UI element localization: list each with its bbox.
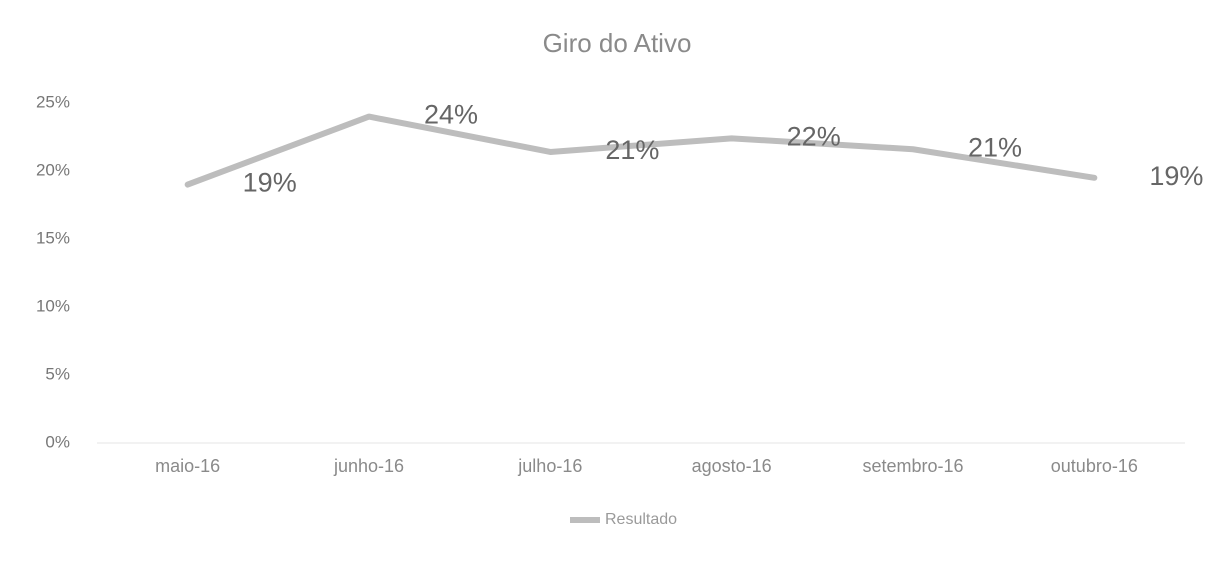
y-tick-label: 10% bbox=[36, 296, 70, 315]
data-label: 22% bbox=[787, 121, 841, 151]
y-tick-label: 25% bbox=[36, 92, 70, 111]
data-label: 21% bbox=[605, 135, 659, 165]
x-tick-label: outubro-16 bbox=[1051, 456, 1138, 476]
series-line bbox=[184, 113, 1098, 188]
x-tick-label: julho-16 bbox=[517, 456, 582, 476]
y-tick-label: 5% bbox=[45, 364, 70, 383]
legend-label: Resultado bbox=[605, 511, 677, 528]
data-label: 19% bbox=[1149, 161, 1203, 191]
data-label: 24% bbox=[424, 100, 478, 130]
x-tick-label: junho-16 bbox=[333, 456, 404, 476]
x-tick-label: setembro-16 bbox=[862, 456, 963, 476]
y-tick-label: 15% bbox=[36, 228, 70, 247]
y-tick-label: 0% bbox=[45, 432, 70, 451]
chart-title: Giro do Ativo bbox=[543, 28, 692, 58]
data-label: 19% bbox=[243, 168, 297, 198]
x-tick-label: agosto-16 bbox=[692, 456, 772, 476]
y-tick-label: 20% bbox=[36, 160, 70, 179]
data-label: 21% bbox=[968, 132, 1022, 162]
x-tick-label: maio-16 bbox=[155, 456, 220, 476]
